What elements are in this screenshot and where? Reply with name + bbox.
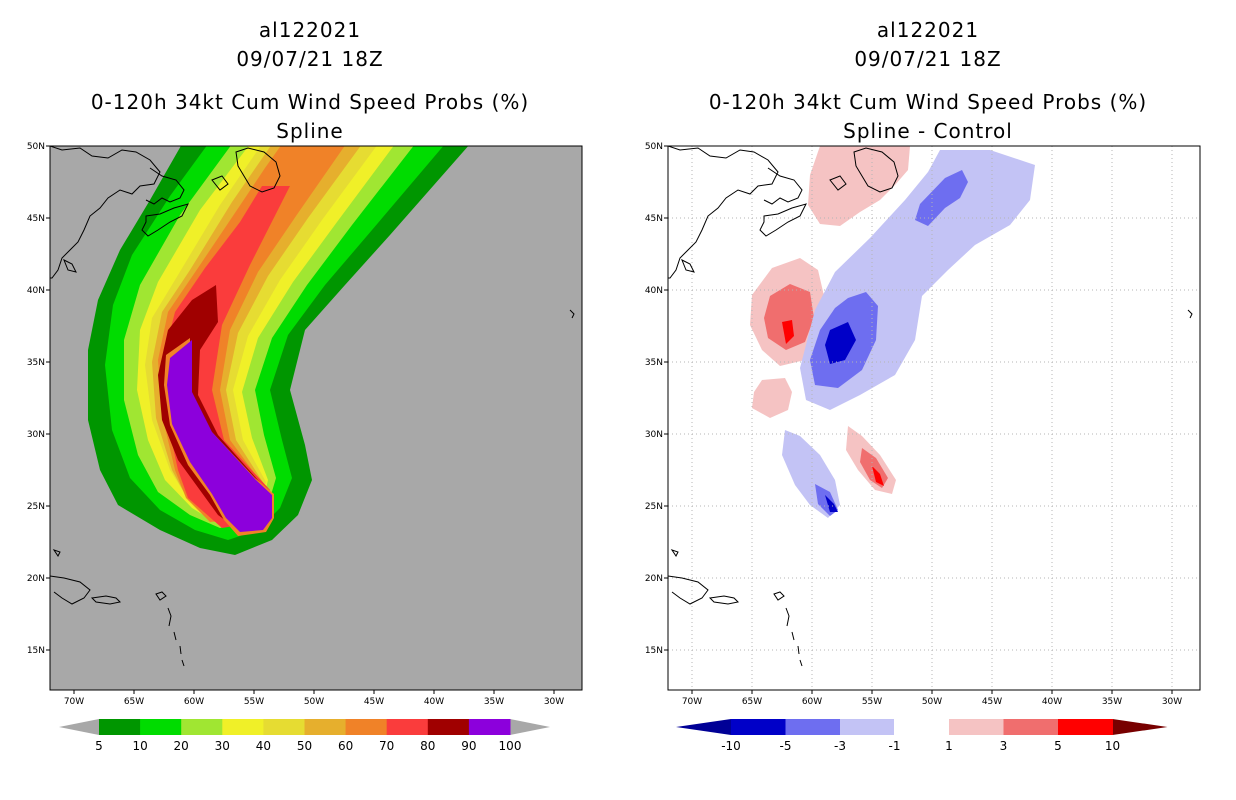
colorbar-swatch [222,719,264,735]
colorbar-label: 40 [256,739,271,753]
colorbar-swatch [345,719,388,735]
colorbar-swatch [731,719,786,735]
lon-tick-label: 70W [682,697,702,707]
lat-tick-label: 40N [27,286,45,296]
right-map: 70W 65W 60W 55W 50W 45W 40W 35W 30W 50N 45N 40N 35N 3… [645,142,1201,707]
left-map-frame [49,145,583,691]
lon-tick-label: 65W [124,697,144,707]
colorbar-swatch [785,719,841,735]
colorbar-swatch [468,719,511,735]
lon-tick-label: 65W [742,697,762,707]
diff-pos-5-10-contour [782,320,884,486]
lat-tick-label: 20N [27,574,45,584]
lon-tick-label: 50W [922,697,942,707]
colorbar-label: -1 [889,739,901,753]
colorbar-label: 10 [1105,739,1120,753]
left-subtitle: Spline [276,119,344,143]
lat-tick-label: 15N [645,646,663,656]
colorbar-label: 1 [945,739,953,753]
lat-tick-label: 30N [645,430,663,440]
lat-tick-label: 40N [645,286,663,296]
colorbar-swatch [1003,719,1059,735]
colorbar-arrow-low [59,719,99,735]
lon-tick-label: 60W [802,697,822,707]
colorbar-label: 10 [132,739,147,753]
left-colorbar: 5 10 20 30 40 50 60 70 80 90 100 [59,719,550,753]
lon-tick-label: 30W [544,697,564,707]
right-subtitle: Spline - Control [843,119,1013,143]
lon-tick-label: 50W [304,697,324,707]
lat-tick-label: 20N [645,574,663,584]
left-product-title: 0-120h 34kt Cum Wind Speed Probs (%) [90,90,530,114]
lon-tick-label: 35W [484,697,504,707]
colorbar-swatch [181,719,223,735]
colorbar-label: 3 [1000,739,1008,753]
left-storm-id: al122021 [258,18,362,42]
lon-tick-label: 35W [1102,697,1122,707]
left-map: 70W 65W 60W 55W 50W 45W 40W 35W 30W 50N 45N 40N 35N 3… [27,142,583,707]
lon-tick-label: 40W [1042,697,1062,707]
colorbar-label: 60 [338,739,353,753]
colorbar-label: 5 [1054,739,1062,753]
left-init-time: 09/07/21 18Z [236,47,384,71]
colorbar-arrow-high [1112,719,1168,735]
lon-tick-label: 60W [184,697,204,707]
colorbar-swatch [386,719,429,735]
lat-tick-label: 50N [27,142,45,152]
colorbar-swatch [427,719,470,735]
right-gridlines [668,146,1200,690]
lat-tick-label: 15N [27,646,45,656]
right-map-frame [667,145,1201,691]
colorbar-label: -3 [834,739,846,753]
lat-tick-label: 35N [645,358,663,368]
lat-tick-label: 30N [27,430,45,440]
colorbar-swatch [304,719,347,735]
colorbar-swatch [894,718,950,736]
colorbar-swatch [263,719,305,735]
right-storm-id: al122021 [876,18,980,42]
right-panel-title: al122021 09/07/21 18Z 0-120h 34kt Cum Wi… [638,16,1218,146]
colorbar-swatch [99,719,141,735]
colorbar-label: 20 [174,739,189,753]
colorbar-swatch [140,719,182,735]
lon-tick-label: 30W [1162,697,1182,707]
lon-tick-label: 70W [64,697,84,707]
lon-tick-label: 55W [244,697,264,707]
colorbar-arrow-low [676,719,731,735]
lat-tick-label: 35N [27,358,45,368]
lon-tick-label: 45W [982,697,1002,707]
colorbar-swatch [949,719,1004,735]
lat-tick-label: 50N [645,142,663,152]
colorbar-label: -10 [721,739,741,753]
right-axes: 70W 65W 60W 55W 50W 45W 40W 35W 30W 50N 45N 40N 35N 3… [645,142,1182,707]
colorbar-swatch [840,719,895,735]
right-product-title: 0-120h 34kt Cum Wind Speed Probs (%) [708,90,1148,114]
lon-tick-label: 45W [364,697,384,707]
left-panel-title: al122021 09/07/21 18Z 0-120h 34kt Cum Wi… [20,16,600,146]
colorbar-label: 100 [499,739,522,753]
lat-tick-label: 45N [27,214,45,224]
colorbar-arrow-high [510,719,550,735]
lat-tick-label: 25N [27,502,45,512]
lat-tick-label: 25N [645,502,663,512]
lat-tick-label: 45N [645,214,663,224]
colorbar-label: 50 [297,739,312,753]
right-init-time: 09/07/21 18Z [854,47,1002,71]
colorbar-label: -5 [780,739,792,753]
prob-100-contour [167,340,272,532]
colorbar-label: 5 [95,739,103,753]
lon-tick-label: 55W [862,697,882,707]
colorbar-label: 80 [420,739,435,753]
colorbar-swatch [1058,719,1113,735]
diff-neg-5-10-contour [825,322,856,512]
lon-tick-label: 40W [424,697,444,707]
right-colorbar: -10 -5 -3 -1 1 3 5 10 [676,718,1168,753]
colorbar-label: 70 [379,739,394,753]
left-axes: 70W 65W 60W 55W 50W 45W 40W 35W 30W 50N 45N 40N 35N 3… [27,142,564,707]
colorbar-label: 30 [215,739,230,753]
colorbar-label: 90 [461,739,476,753]
